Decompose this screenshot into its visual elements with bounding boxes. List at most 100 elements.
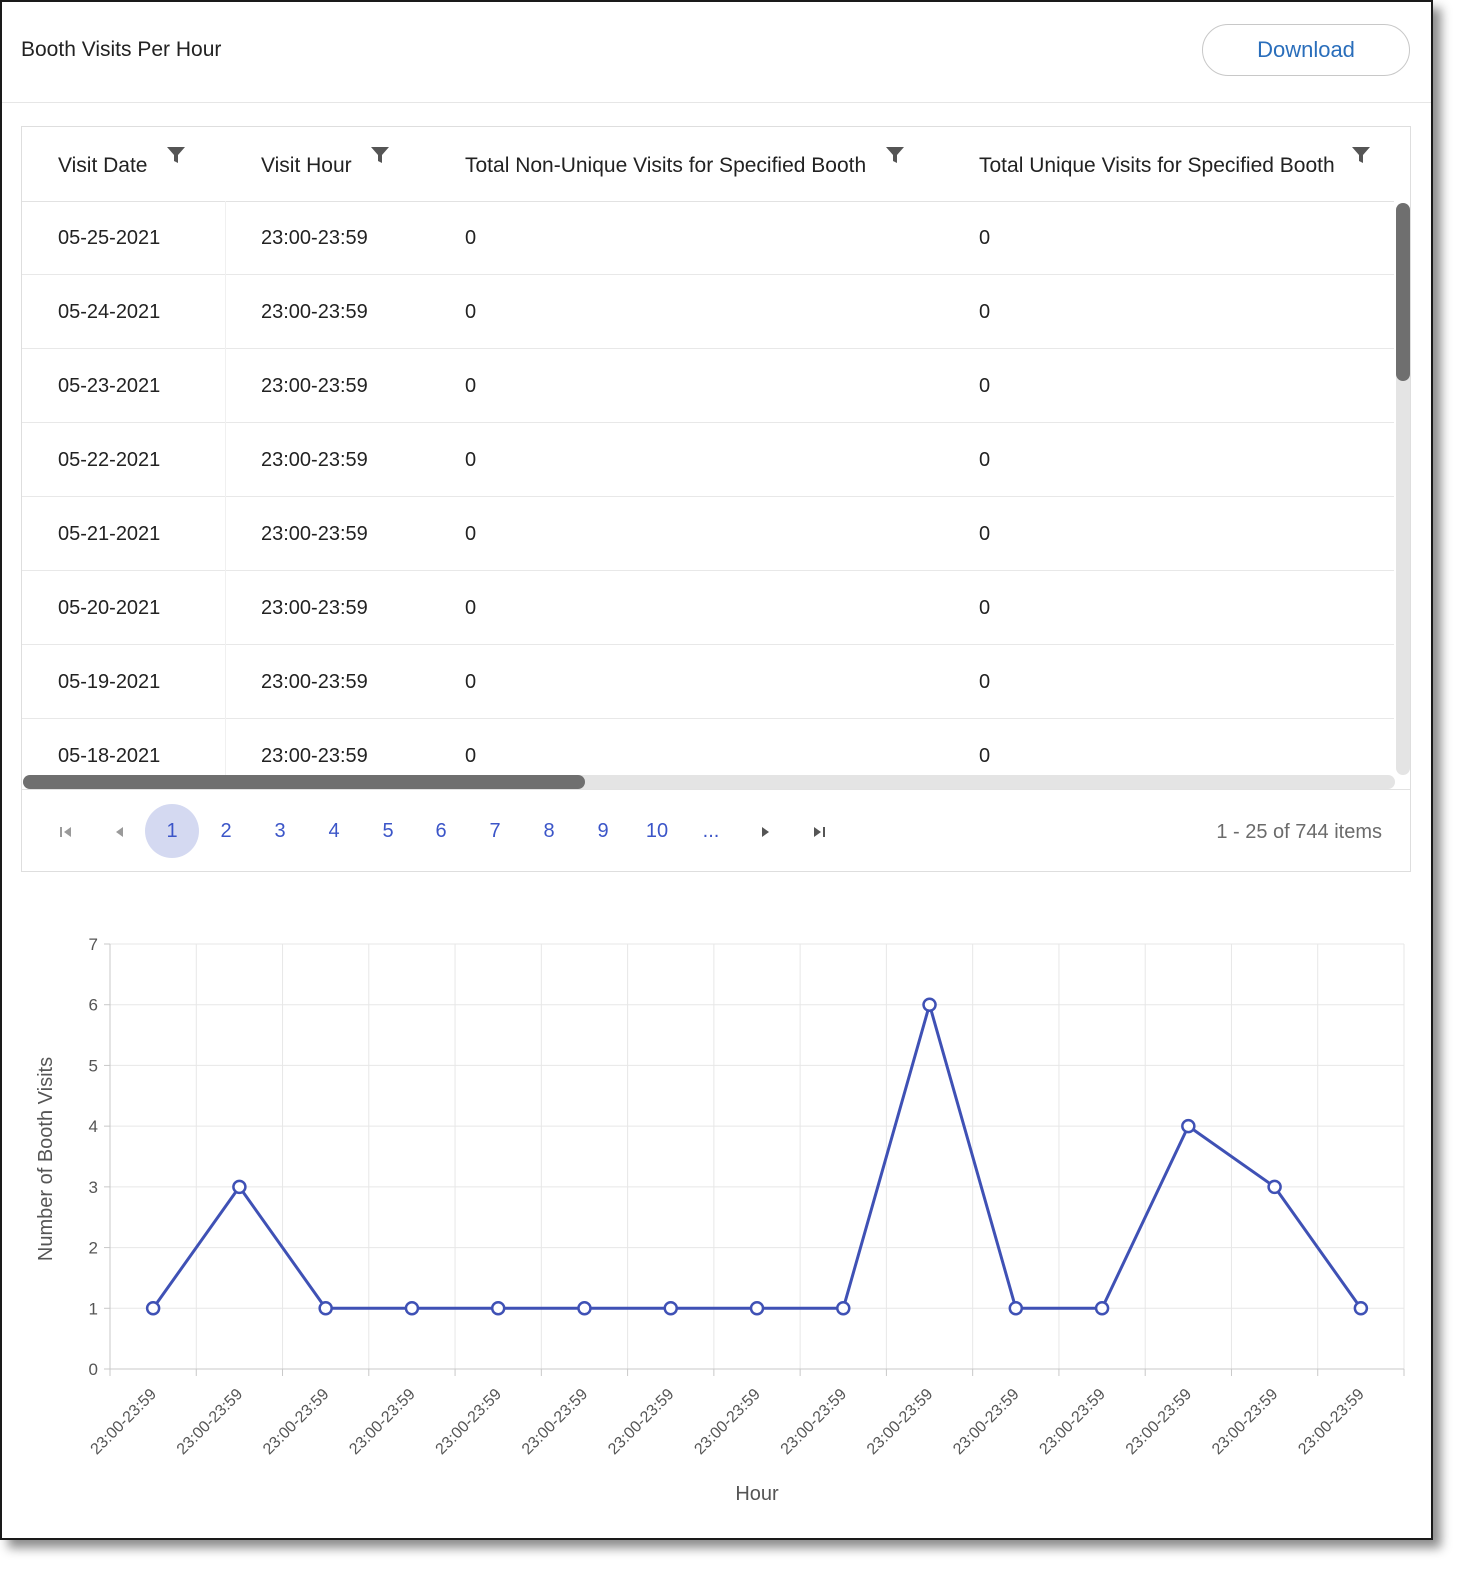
data-point [145,1301,161,1316]
table-row[interactable]: 05-21-2021 23:00-23:59 0 0 [22,497,1394,571]
cell-unique-visits: 0 [979,745,991,767]
y-tick-label: 4 [89,1117,98,1136]
grid-body: 05-25-2021 23:00-23:59 0 0 05-24-2021 23… [22,201,1394,775]
table-row[interactable]: 05-23-2021 23:00-23:59 0 0 [22,349,1394,423]
x-tick-label: 23:00-23:59 [1123,1386,1195,1458]
y-tick-label: 3 [89,1178,98,1197]
column-divider [225,571,226,645]
column-divider [225,497,226,571]
cell-unique-visits: 0 [979,671,991,693]
data-point [1267,1179,1282,1195]
page-3-button[interactable]: 3 [274,820,286,842]
column-divider [225,719,226,775]
filter-icon[interactable] [370,145,390,165]
column-divider [225,201,226,275]
y-tick-label: 6 [89,996,98,1015]
filter-icon[interactable] [166,145,186,165]
vertical-scrollbar-thumb[interactable] [1396,203,1410,381]
cell-non-unique-visits: 0 [465,375,477,397]
horizontal-scrollbar-thumb[interactable] [23,775,585,789]
cell-non-unique-visits: 0 [465,671,477,693]
last-page-icon[interactable] [807,820,831,844]
panel-header: Booth Visits Per Hour Download [2,2,1431,103]
page-9-button[interactable]: 9 [597,820,609,842]
column-header-visit-date[interactable]: Visit Date [22,127,225,201]
cell-visit-hour: 23:00-23:59 [261,523,368,545]
column-header-unique-visits[interactable]: Total Unique Visits for Specified Booth [943,127,1394,201]
table-row[interactable]: 05-22-2021 23:00-23:59 0 0 [22,423,1394,497]
data-point [490,1301,506,1316]
prev-page-icon[interactable] [108,820,132,844]
cell-visit-date: 05-19-2021 [58,671,161,693]
panel-title: Booth Visits Per Hour [21,38,222,61]
y-tick-label: 0 [89,1360,98,1379]
cell-unique-visits: 0 [979,523,991,545]
data-point [1181,1118,1196,1134]
x-tick-label: 23:00-23:59 [260,1386,332,1458]
cell-unique-visits: 0 [979,375,991,397]
table-row[interactable]: 05-20-2021 23:00-23:59 0 0 [22,571,1394,645]
y-tick-label: 1 [89,1299,98,1318]
cell-visit-hour: 23:00-23:59 [261,449,368,471]
chart-series [145,997,1369,1316]
filter-icon[interactable] [885,145,905,165]
x-tick-label: 23:00-23:59 [433,1386,505,1458]
cell-visit-date: 05-21-2021 [58,523,161,545]
table-row[interactable]: 05-24-2021 23:00-23:59 0 0 [22,275,1394,349]
pager: 1 2 3 4 5 6 7 8 9 10 ... 1 - 25 of 744 i… [22,789,1410,871]
data-point [663,1301,678,1316]
download-button[interactable]: Download [1202,24,1410,76]
page-6-button[interactable]: 6 [435,820,447,842]
data-point [1353,1301,1369,1316]
pager-info: 1 - 25 of 744 items [1216,821,1382,843]
page-8-button[interactable]: 8 [543,820,555,842]
cell-unique-visits: 0 [979,597,991,619]
cell-visit-hour: 23:00-23:59 [261,671,368,693]
page-2-button[interactable]: 2 [220,820,232,842]
x-tick-label: 23:00-23:59 [519,1386,591,1458]
cell-visit-date: 05-23-2021 [58,375,161,397]
table-row[interactable]: 05-19-2021 23:00-23:59 0 0 [22,645,1394,719]
data-point [1008,1301,1024,1316]
data-point [232,1179,247,1195]
x-tick-label: 23:00-23:59 [1036,1386,1108,1458]
page-7-button[interactable]: 7 [489,820,501,842]
cell-visit-hour: 23:00-23:59 [261,301,368,323]
column-divider [225,349,226,423]
x-axis-label: Hour [735,1483,779,1505]
table-row[interactable]: 05-25-2021 23:00-23:59 0 0 [22,201,1394,275]
y-tick-label: 2 [89,1239,98,1258]
x-tick-label: 23:00-23:59 [605,1386,677,1458]
more-pages-button[interactable]: ... [702,820,720,842]
cell-unique-visits: 0 [979,449,991,471]
column-header-non-unique-visits[interactable]: Total Non-Unique Visits for Specified Bo… [429,127,943,201]
x-tick-label: 23:00-23:59 [1295,1386,1367,1458]
next-page-icon[interactable] [753,820,777,844]
x-tick-label: 23:00-23:59 [88,1386,160,1458]
data-point [749,1301,765,1316]
column-label: Visit Date [58,154,148,177]
page-4-button[interactable]: 4 [328,820,340,842]
cell-visit-date: 05-25-2021 [58,227,161,249]
column-label: Visit Hour [261,154,352,177]
x-tick-label: 23:00-23:59 [346,1386,418,1458]
x-tick-label: 23:00-23:59 [691,1386,763,1458]
page-10-button[interactable]: 10 [645,820,669,842]
filter-icon[interactable] [1351,145,1371,165]
page-5-button[interactable]: 5 [382,820,394,842]
table-row[interactable]: 05-18-2021 23:00-23:59 0 0 [22,719,1394,775]
first-page-icon[interactable] [54,820,78,844]
visits-grid: Visit Date Visit Hour Total Non-Unique V… [21,126,1411,872]
x-tick-label: 23:00-23:59 [950,1386,1022,1458]
data-point [318,1301,333,1316]
y-tick-label: 5 [89,1056,98,1075]
column-header-visit-hour[interactable]: Visit Hour [225,127,429,201]
x-tick-label: 23:00-23:59 [1209,1386,1281,1458]
booth-visits-panel: Booth Visits Per Hour Download Visit Dat… [0,0,1433,1540]
cell-visit-date: 05-18-2021 [58,745,161,767]
cell-non-unique-visits: 0 [465,597,477,619]
page-1-button[interactable]: 1 [145,804,199,858]
cell-non-unique-visits: 0 [465,227,477,249]
data-point [577,1301,592,1316]
grid-header: Visit Date Visit Hour Total Non-Unique V… [22,127,1394,202]
